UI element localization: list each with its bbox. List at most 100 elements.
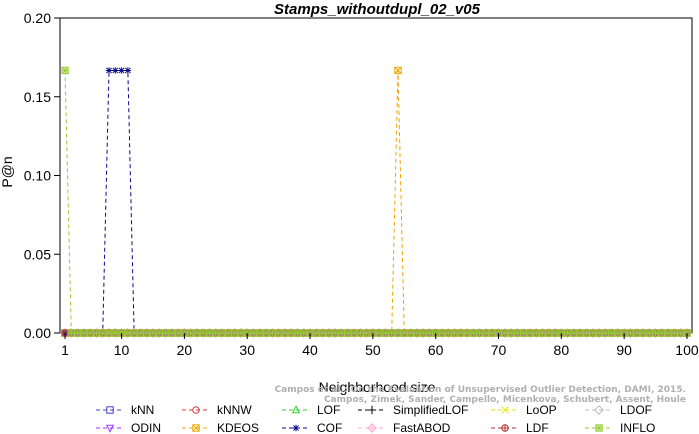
data-point-inflo — [658, 329, 666, 337]
legend-label: LOF — [317, 403, 340, 417]
legend-item-loop: LoOP — [491, 403, 557, 417]
data-point-inflo — [92, 329, 101, 337]
series-line-inflo — [64, 70, 687, 334]
legend-item-inflo: INFLO — [585, 421, 655, 434]
data-point-inflo — [601, 329, 610, 337]
legend-marker — [367, 423, 377, 433]
legend-item-lof: LOF — [282, 403, 340, 417]
data-point-inflo — [337, 329, 346, 337]
x-tick-label: 80 — [554, 342, 570, 358]
data-point-inflo — [256, 329, 264, 337]
series-cof — [61, 67, 691, 337]
data-point-inflo — [482, 329, 490, 337]
data-point-inflo — [268, 329, 277, 337]
data-point-inflo — [344, 329, 352, 337]
x-tick-label: 30 — [239, 342, 255, 358]
data-point-inflo — [325, 329, 333, 337]
y-axis-title: P@n — [0, 156, 15, 187]
legend: kNN kNNW LOF SimplifiedLOF LoOP LDOF ODIN KDEOS… — [96, 403, 655, 434]
x-tick-label: 70 — [491, 342, 507, 358]
data-point-inflo — [224, 329, 233, 337]
x-tick-label: 50 — [365, 342, 381, 358]
data-point-inflo — [614, 329, 622, 337]
data-point-inflo — [287, 329, 295, 337]
plot-area — [59, 17, 693, 338]
legend-item-ldof: LDOF — [585, 403, 652, 417]
data-point-inflo — [532, 329, 540, 337]
data-point-inflo — [488, 329, 496, 337]
watermark-line-1: Campos et al.: On the Evaluation of Unsu… — [275, 385, 686, 395]
data-point-inflo — [406, 329, 415, 337]
data-point-inflo — [501, 329, 509, 337]
data-point-inflo — [400, 329, 408, 337]
data-point-inflo — [318, 329, 327, 337]
legend-marker — [501, 406, 509, 414]
x-tick-label: 40 — [302, 342, 318, 358]
x-tick-label: 10 — [114, 342, 130, 358]
data-point-cof — [118, 67, 125, 74]
y-tick-label: 0.20 — [24, 10, 51, 26]
data-point-inflo — [651, 329, 660, 337]
legend-label: kNNW — [217, 403, 252, 417]
data-point-kdeos — [394, 66, 402, 75]
legend-marker — [595, 424, 603, 432]
watermark-line-2: Campos, Zimek, Sander, Campello, Micenko… — [324, 395, 686, 405]
x-tick-label: 100 — [675, 342, 699, 358]
data-point-inflo — [576, 329, 584, 337]
data-point-inflo — [168, 329, 176, 337]
data-point-inflo — [519, 329, 528, 337]
data-point-inflo — [607, 329, 616, 337]
data-point-inflo — [130, 329, 138, 337]
legend-label: kNN — [131, 403, 154, 417]
x-tick-label: 60 — [428, 342, 444, 358]
data-point-inflo — [105, 329, 113, 337]
y-axis: 0.00 0.05 0.10 0.15 0.20 — [24, 10, 60, 341]
data-point-inflo — [475, 329, 484, 337]
data-point-inflo — [589, 329, 597, 337]
data-point-cof — [112, 67, 119, 74]
data-point-inflo — [457, 329, 465, 337]
legend-marker — [105, 424, 115, 433]
data-point-inflo — [99, 329, 107, 337]
plot-frame — [59, 17, 693, 334]
data-point-inflo — [300, 329, 308, 337]
data-point-inflo — [507, 329, 515, 337]
data-point-inflo — [664, 329, 672, 337]
chart-title: Stamps_withoutdupl_02_v05 — [274, 1, 481, 18]
legend-label: SimplifiedLOF — [393, 403, 468, 417]
data-point-inflo — [193, 329, 201, 337]
series-kdeos — [61, 66, 691, 337]
data-point-inflo — [469, 329, 478, 337]
y-tick-label: 0.05 — [24, 246, 51, 262]
data-point-inflo — [450, 329, 459, 337]
data-point-inflo — [563, 329, 572, 337]
legend-label: LoOP — [526, 403, 557, 417]
data-point-inflo — [124, 329, 132, 337]
data-point-inflo — [676, 329, 685, 337]
y-tick-label: 0.00 — [24, 325, 51, 341]
data-point-inflo — [262, 329, 270, 337]
legend-item-ldf: LDF — [491, 421, 549, 434]
x-axis: 1 10 20 30 40 50 60 70 80 90 100 — [61, 333, 699, 358]
data-point-inflo — [205, 329, 214, 337]
data-point-inflo — [639, 329, 647, 337]
data-point-inflo — [218, 329, 226, 337]
legend-item-knn: kNN — [96, 403, 154, 417]
series-line-kdeos — [65, 70, 687, 334]
data-point-inflo — [61, 66, 69, 75]
data-point-cof — [124, 67, 132, 74]
data-point-inflo — [513, 329, 522, 337]
legend-marker — [501, 424, 509, 432]
data-point-inflo — [136, 329, 145, 337]
data-point-inflo — [633, 329, 641, 337]
data-point-inflo — [582, 329, 591, 337]
series-line-cof — [65, 69, 687, 334]
x-axis-title: Neighborhood size — [319, 379, 436, 395]
legend-label: INFLO — [620, 421, 655, 434]
data-point-inflo — [212, 329, 220, 337]
legend-item-odin: ODIN — [96, 421, 161, 434]
data-point-inflo — [645, 329, 653, 337]
legend-label: FastABOD — [393, 421, 451, 434]
data-point-inflo — [526, 329, 534, 337]
data-point-inflo — [551, 329, 559, 337]
